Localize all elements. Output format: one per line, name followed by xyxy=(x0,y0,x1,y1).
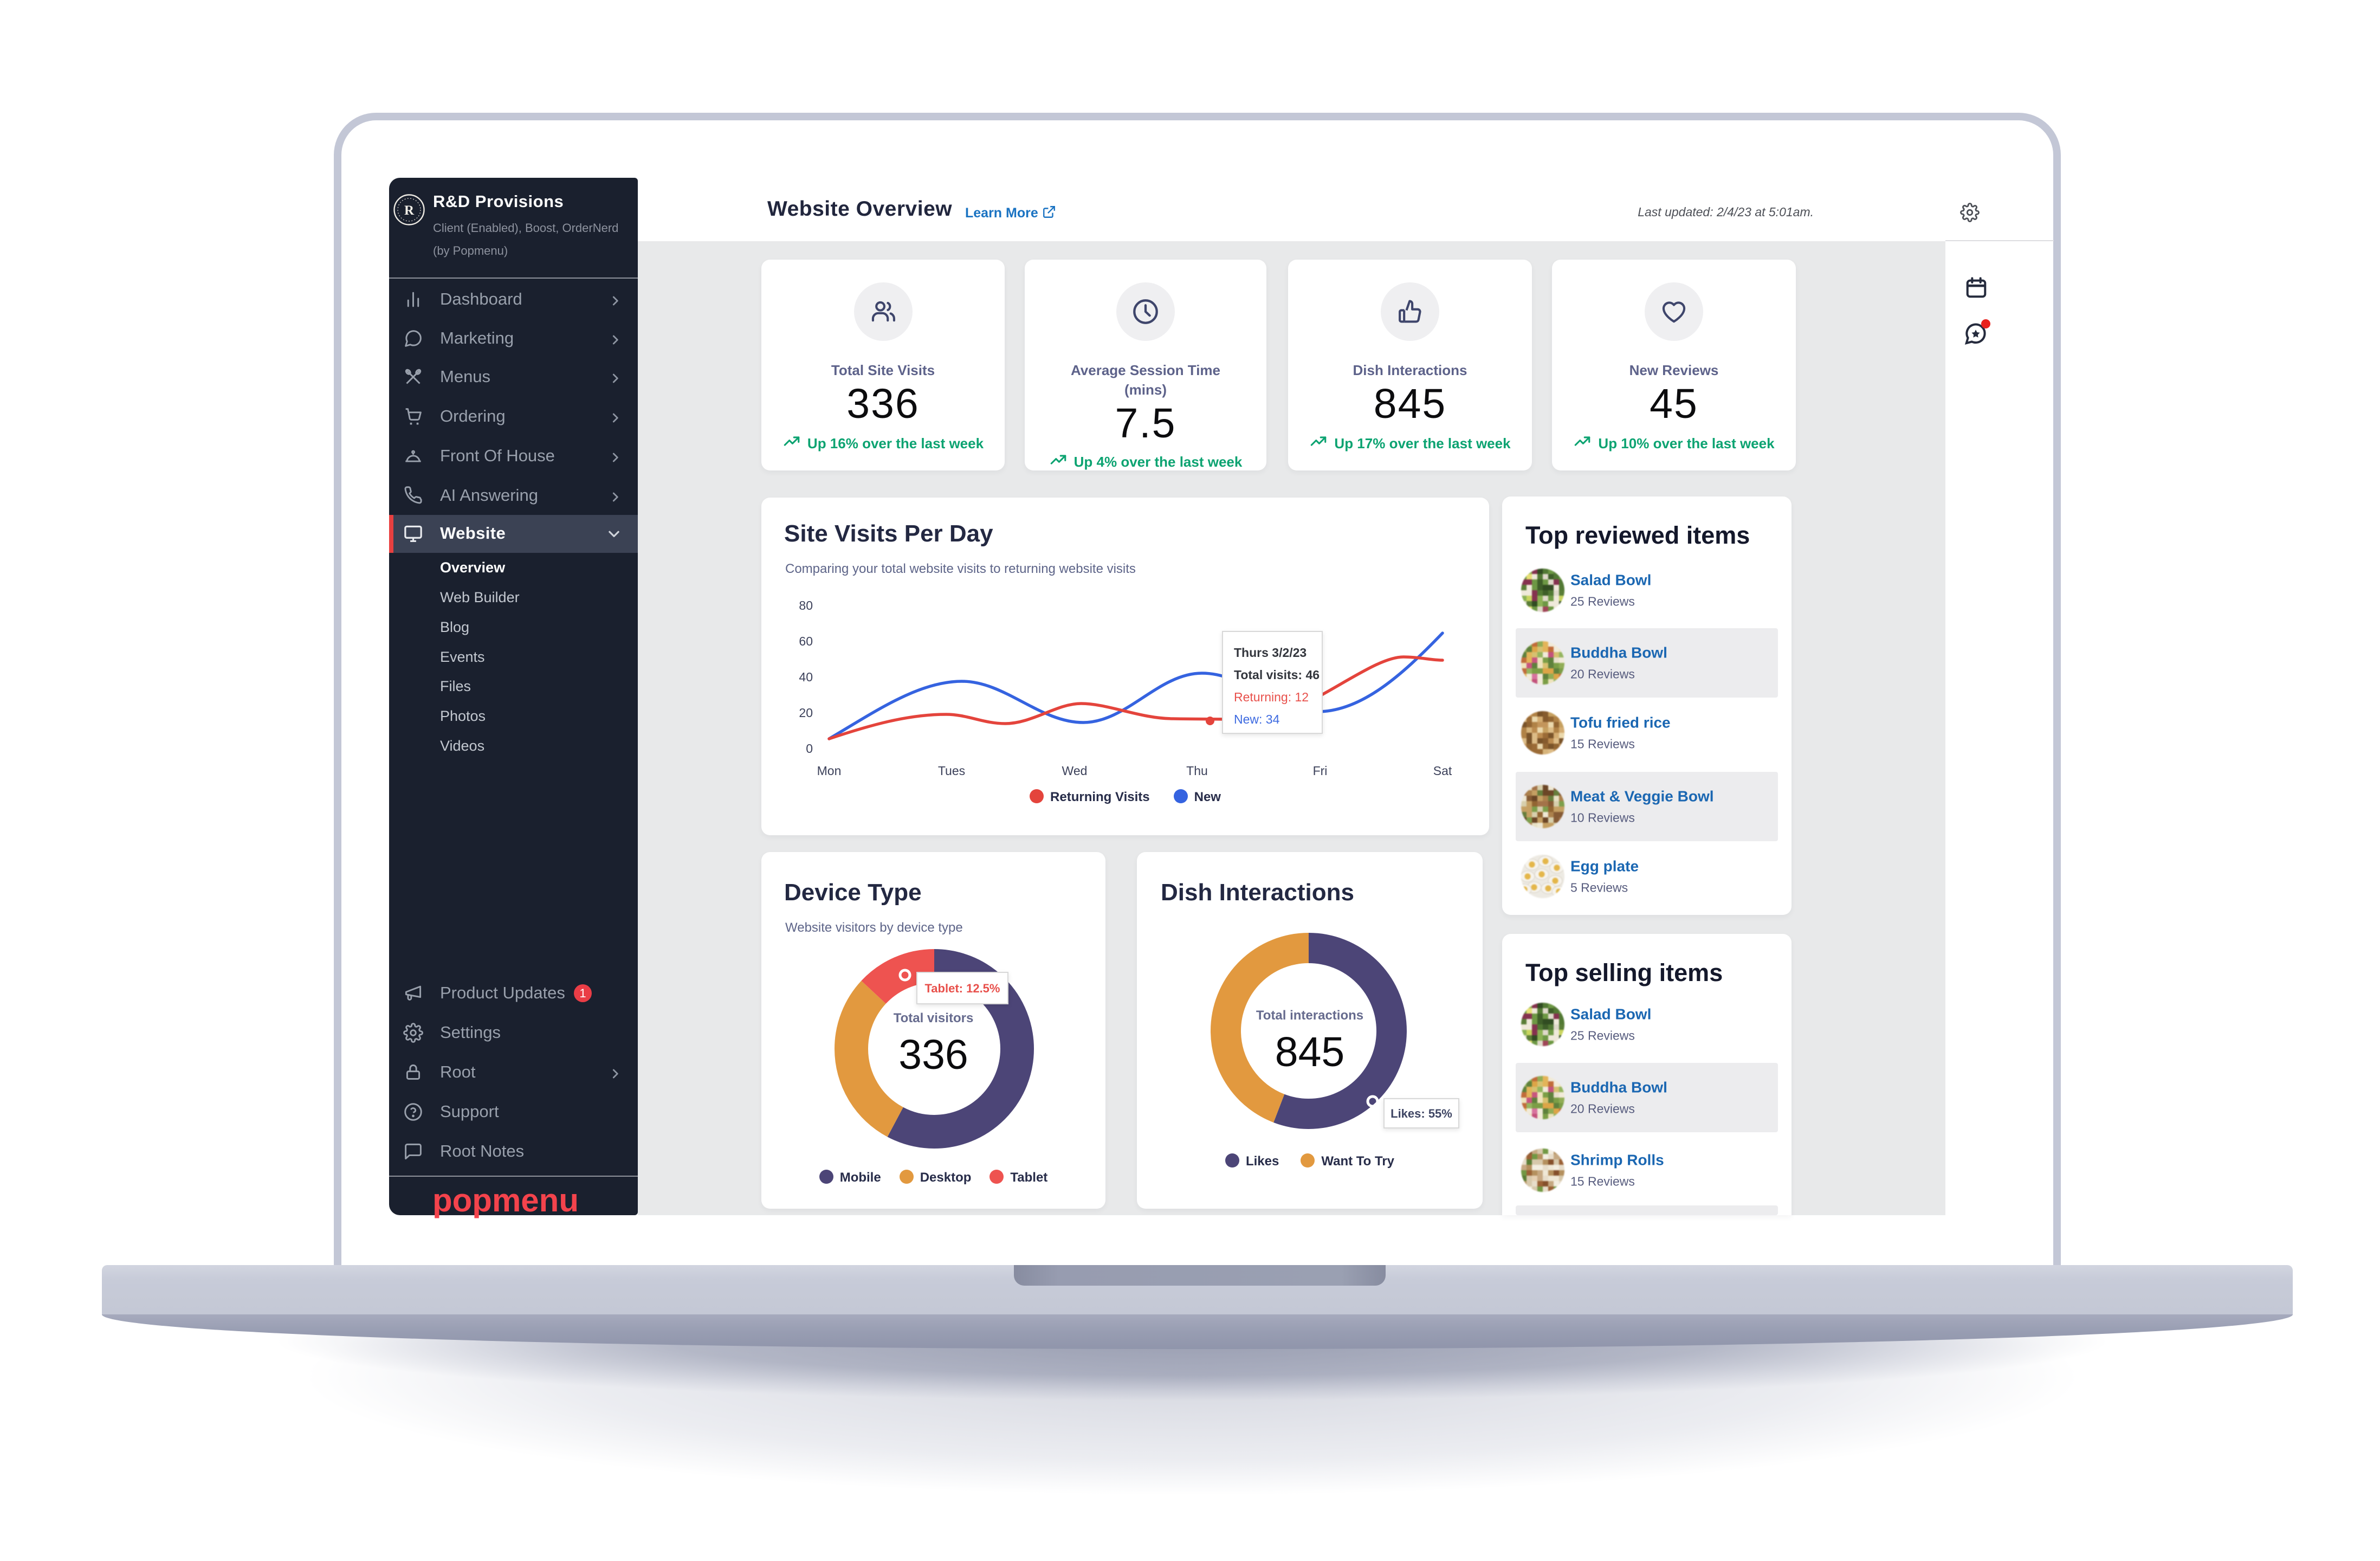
svg-text:60: 60 xyxy=(799,634,813,648)
svg-text:40: 40 xyxy=(799,670,813,684)
svg-text:Thu: Thu xyxy=(1186,764,1208,778)
svg-text:20: 20 xyxy=(799,706,813,720)
svg-text:Wed: Wed xyxy=(1062,764,1088,778)
svg-text:Fri: Fri xyxy=(1313,764,1328,778)
svg-text:Sat: Sat xyxy=(1433,764,1452,778)
svg-text:Tues: Tues xyxy=(938,764,965,778)
svg-text:0: 0 xyxy=(806,741,813,756)
svg-text:80: 80 xyxy=(799,598,813,612)
svg-text:R: R xyxy=(404,203,415,218)
svg-text:Mon: Mon xyxy=(817,764,842,778)
